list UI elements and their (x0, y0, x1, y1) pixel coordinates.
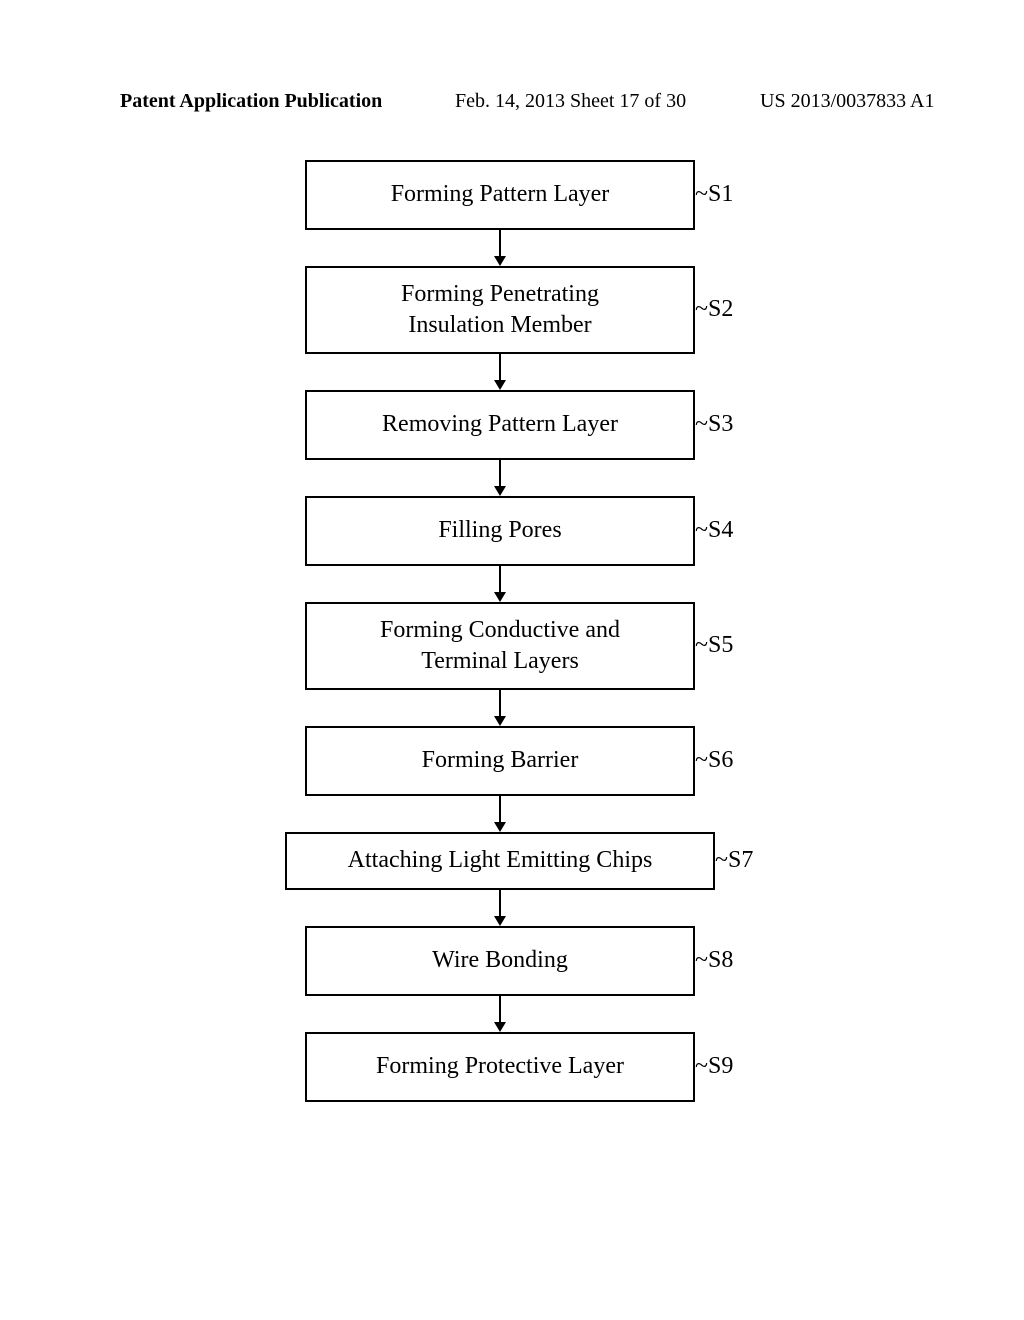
flow-box-text: Forming Penetrating (401, 279, 599, 310)
flow-step: Filling Pores ~S4 (220, 496, 840, 566)
flow-arrow (494, 690, 506, 726)
flow-step-label: ~S3 (695, 411, 733, 438)
flow-box: Forming Barrier (305, 726, 695, 796)
flow-step-label: ~S6 (695, 747, 733, 774)
flow-arrow (494, 796, 506, 832)
flow-box-text: Filling Pores (438, 515, 561, 546)
flow-box-text: Terminal Layers (421, 646, 579, 677)
flow-box-text: Insulation Member (408, 310, 591, 341)
flow-step: Forming Pattern Layer ~S1 (220, 160, 840, 230)
flow-box-text: Attaching Light Emitting Chips (348, 845, 653, 876)
flow-box: Attaching Light Emitting Chips (285, 832, 715, 890)
flow-step: Forming Protective Layer ~S9 (220, 1032, 840, 1102)
flow-step: Removing Pattern Layer ~S3 (220, 390, 840, 460)
flow-box-text: Forming Pattern Layer (391, 179, 610, 210)
flowchart: Forming Pattern Layer ~S1 Forming Penetrat… (220, 160, 840, 1102)
flow-box-text: Forming Barrier (422, 745, 579, 776)
flow-box: Removing Pattern Layer (305, 390, 695, 460)
flow-step-label: ~S1 (695, 181, 733, 208)
flow-box: Forming Protective Layer (305, 1032, 695, 1102)
flow-step-label: ~S2 (695, 296, 733, 323)
flow-step-label: ~S5 (695, 632, 733, 659)
flow-box: Forming Pattern Layer (305, 160, 695, 230)
flow-step: Forming Conductive andTerminal Layers~S5 (220, 602, 840, 690)
flow-arrow (494, 460, 506, 496)
flow-arrow (494, 890, 506, 926)
flow-arrow (494, 354, 506, 390)
flow-step-label: ~S4 (695, 517, 733, 544)
header-left: Patent Application Publication (120, 90, 382, 113)
flow-step: Forming Barrier ~S6 (220, 726, 840, 796)
flow-box-text: Forming Conductive and (380, 615, 620, 646)
flow-box: Forming PenetratingInsulation Member (305, 266, 695, 354)
flow-arrow (494, 230, 506, 266)
flow-step-label: ~S7 (715, 847, 753, 874)
header-center: Feb. 14, 2013 Sheet 17 of 30 (455, 90, 686, 113)
flow-box-text: Forming Protective Layer (376, 1051, 624, 1082)
flow-box: Wire Bonding (305, 926, 695, 996)
flow-step: Forming PenetratingInsulation Member~S2 (220, 266, 840, 354)
flow-box-text: Wire Bonding (432, 945, 568, 976)
flow-step-label: ~S8 (695, 947, 733, 974)
flow-step: Attaching Light Emitting Chips ~S7 (220, 832, 840, 890)
flow-step-label: ~S9 (695, 1053, 733, 1080)
flow-step: Wire Bonding ~S8 (220, 926, 840, 996)
flow-box: Forming Conductive andTerminal Layers (305, 602, 695, 690)
flow-arrow (494, 996, 506, 1032)
flow-box: Filling Pores (305, 496, 695, 566)
flow-arrow (494, 566, 506, 602)
header-right: US 2013/0037833 A1 (760, 90, 934, 113)
flow-box-text: Removing Pattern Layer (382, 409, 618, 440)
